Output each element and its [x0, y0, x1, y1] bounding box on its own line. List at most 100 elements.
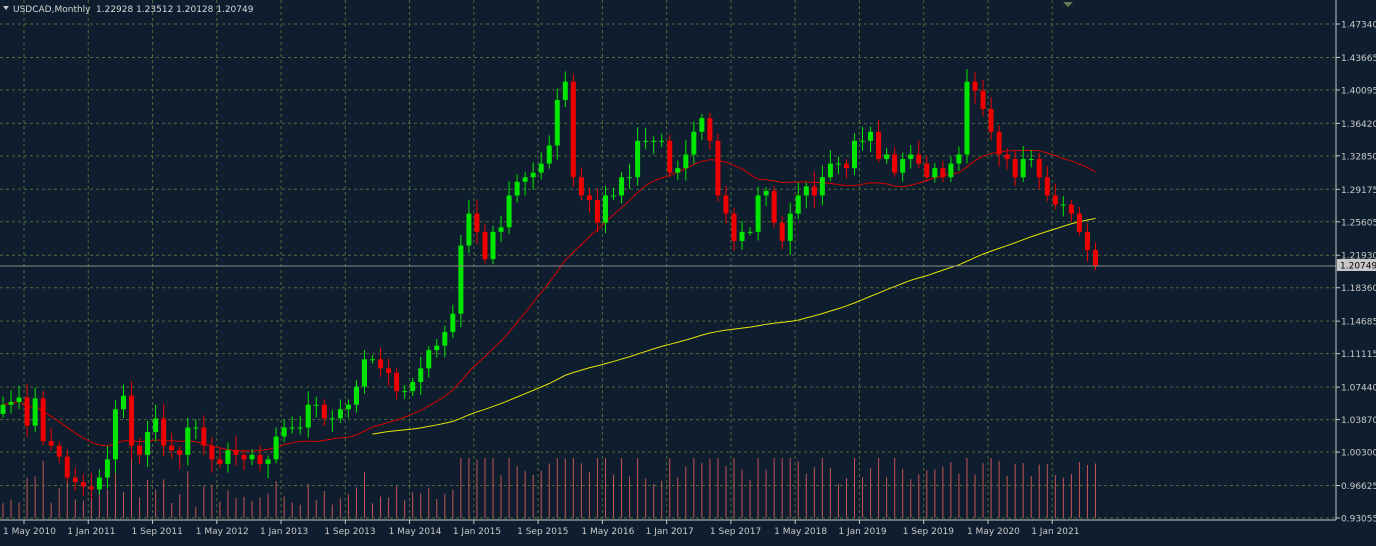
- candle-body: [305, 404, 311, 428]
- candle-body: [1036, 159, 1042, 178]
- candle-body: [48, 441, 54, 446]
- candle-body: [56, 445, 62, 457]
- candle-body: [916, 154, 922, 164]
- price-tick-label: 1.21930: [1341, 252, 1376, 262]
- candle-body: [819, 177, 825, 196]
- candle-body: [225, 450, 231, 464]
- candle-body: [361, 359, 367, 387]
- price-tick-label: 1.03870: [1341, 416, 1376, 426]
- candle-body: [892, 154, 898, 173]
- candle-body: [40, 398, 46, 442]
- candle-body: [884, 154, 890, 160]
- candle-body: [426, 350, 432, 369]
- ohlc-values: 1.22928 1.23512 1.20128 1.20749: [96, 5, 254, 15]
- candle-body: [169, 445, 175, 451]
- time-tick-label: 1 May 2014: [389, 527, 442, 537]
- candle-body: [739, 231, 745, 241]
- candle-body: [964, 81, 970, 155]
- candle-body: [948, 163, 954, 178]
- candle-body: [353, 386, 359, 405]
- candle-body: [699, 118, 705, 132]
- candle-body: [843, 163, 849, 169]
- moving-average-slow: [372, 217, 1096, 435]
- candle-body: [932, 168, 938, 178]
- candle-body: [546, 145, 552, 164]
- candle-body: [522, 177, 528, 182]
- current-price-tag: 1.20749: [1337, 259, 1376, 272]
- candle-body: [1004, 154, 1010, 160]
- moving-averages: [2, 149, 1096, 452]
- moving-average-fast: [2, 149, 1096, 452]
- candle-body: [185, 427, 191, 455]
- time-tick-label: 1 May 2012: [196, 527, 249, 537]
- candle-body: [8, 402, 14, 405]
- candle-body: [112, 409, 118, 460]
- time-tick-label: 1 May 2018: [774, 527, 827, 537]
- candle-body: [410, 381, 416, 392]
- candle-body: [996, 131, 1002, 155]
- candle-body: [956, 154, 962, 164]
- candle-body: [530, 172, 536, 178]
- price-tick-label: 1.29175: [1341, 186, 1376, 196]
- candle-body: [980, 90, 986, 109]
- candle-body: [418, 368, 424, 382]
- candle-body: [458, 245, 464, 314]
- candle-body: [594, 199, 600, 223]
- candle-body: [538, 163, 544, 173]
- candle-body: [273, 436, 279, 460]
- time-axis: 1 May 2010 1 Jan 2011 1 Sep 2011 1 May 2012…: [3, 520, 1079, 537]
- time-tick-label: 1 Sep 2015: [517, 527, 568, 537]
- candle-body: [249, 454, 255, 460]
- candle-body: [104, 459, 110, 478]
- candle-body: [1028, 159, 1034, 161]
- price-tick-label: 1.14685: [1341, 318, 1376, 328]
- shift-marker-icon[interactable]: [1063, 2, 1073, 7]
- candle-body: [434, 345, 440, 351]
- candle-body: [940, 168, 946, 178]
- time-tick-label: 1 Jan 2021: [1031, 527, 1079, 537]
- price-tick-label: 1.25605: [1341, 218, 1376, 228]
- symbol-label: USDCAD,Monthly: [13, 5, 91, 15]
- candle-body: [619, 177, 625, 196]
- price-tick-label: 1.00300: [1341, 449, 1376, 459]
- candle-body: [394, 372, 400, 392]
- price-tick-label: 0.96625: [1341, 482, 1376, 492]
- candle-body: [177, 450, 183, 455]
- price-tick-label: 0.93055: [1341, 515, 1376, 525]
- candle-body: [1044, 177, 1050, 196]
- candle-body: [578, 177, 584, 196]
- candle-body: [289, 427, 295, 429]
- candle-body: [193, 427, 199, 429]
- time-tick-label: 1 Sep 2011: [132, 527, 183, 537]
- candle-body: [988, 108, 994, 132]
- current-price-label: 1.20749: [1340, 262, 1376, 272]
- candle-body: [731, 213, 737, 241]
- dropdown-triangle-icon[interactable]: [3, 6, 9, 10]
- candle-body: [924, 163, 930, 178]
- candle-body: [88, 486, 94, 490]
- candle-body: [659, 140, 665, 142]
- candle-body: [1060, 204, 1066, 206]
- candle-body: [370, 359, 376, 361]
- candle-body: [345, 404, 351, 410]
- candle-body: [1092, 250, 1098, 266]
- candle-body: [137, 445, 143, 455]
- candle-body: [514, 181, 520, 196]
- candle-body: [450, 313, 456, 332]
- candle-body: [145, 432, 151, 455]
- volume-histogram: [2, 458, 1096, 518]
- candle-body: [16, 397, 22, 403]
- candle-body: [153, 418, 159, 433]
- price-tick-label: 1.07440: [1341, 384, 1376, 394]
- price-tick-label: 1.40095: [1341, 86, 1376, 96]
- time-tick-label: 1 Jan 2019: [838, 527, 886, 537]
- time-tick-label: 1 May 2016: [581, 527, 634, 537]
- candle-body: [795, 195, 801, 214]
- candle-body: [635, 140, 641, 178]
- time-tick-label: 1 May 2010: [3, 527, 56, 537]
- candle-body: [64, 456, 70, 478]
- candle-body: [1076, 213, 1082, 232]
